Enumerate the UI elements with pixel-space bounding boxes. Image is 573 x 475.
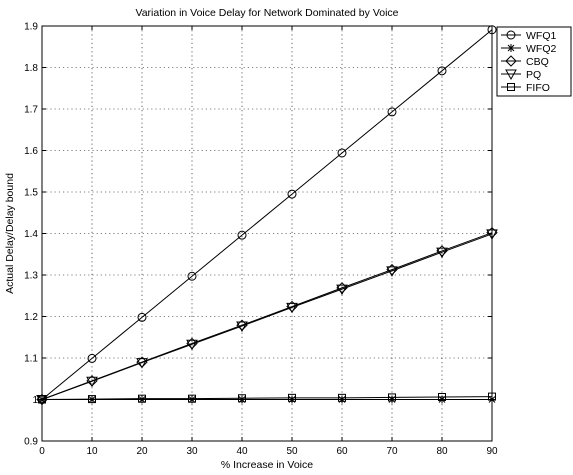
data-point-wfq1 — [487, 25, 497, 35]
y-tick-label: 1.6 — [24, 146, 38, 157]
data-point-wfq1 — [287, 189, 297, 199]
legend-label-wfq2: WFQ2 — [526, 43, 556, 55]
legend-label-cbq: CBQ — [526, 56, 549, 68]
legend-item-wfq2: WFQ2 — [501, 43, 556, 55]
series-pq — [36, 229, 498, 406]
data-point-wfq1 — [87, 353, 97, 363]
legend-marker-wfq1 — [506, 30, 516, 40]
legend-item-pq: PQ — [501, 69, 541, 81]
data-point-pq — [86, 376, 98, 388]
y-tick-label: 1.5 — [24, 188, 38, 199]
data-point-wfq2 — [488, 395, 496, 404]
x-tick-label: 90 — [486, 446, 498, 457]
y-tick-label: 1.7 — [24, 105, 38, 116]
y-tick-label: 1.4 — [24, 229, 38, 240]
x-tick-label: 10 — [86, 446, 98, 457]
legend-item-cbq: CBQ — [501, 55, 549, 68]
y-axis-title: Actual Delay/Delay bound — [4, 173, 16, 294]
y-tick-label: 1 — [32, 395, 38, 406]
series-cbq — [36, 226, 498, 406]
legend-marker-fifo — [507, 83, 515, 91]
data-point-wfq1 — [187, 271, 197, 281]
x-tick-label: 20 — [136, 446, 148, 457]
series-line-wfq1 — [41, 29, 493, 400]
data-point-cbq — [486, 226, 498, 239]
axis-ticks: 0 10 20 30 40 50 60 70 80 90 0.9 1 1.1 1.2 1.3 1.4 1.5 1.… — [24, 22, 498, 458]
x-tick-label: 40 — [236, 446, 248, 457]
legend-label-wfq1: WFQ1 — [526, 30, 556, 42]
data-point-pq — [186, 339, 198, 351]
data-point-wfq2 — [388, 395, 396, 404]
series-fifo — [38, 392, 496, 404]
data-point-wfq2 — [188, 395, 196, 404]
data-point-wfq2 — [338, 395, 346, 404]
legend-marker-pq — [505, 69, 517, 81]
data-point-fifo — [438, 393, 446, 402]
data-point-fifo — [188, 394, 196, 403]
data-point-pq — [236, 321, 248, 333]
data-point-wfq2 — [288, 395, 296, 404]
data-point-wfq1 — [387, 107, 397, 117]
data-point-fifo — [88, 395, 96, 404]
data-point-pq — [136, 358, 148, 369]
x-tick-label: 50 — [286, 446, 298, 457]
y-tick-label: 1.2 — [24, 312, 38, 323]
legend-marker-wfq2 — [507, 44, 515, 52]
x-tick-label: 30 — [186, 446, 198, 457]
data-point-cbq — [386, 263, 398, 276]
data-point-pq — [286, 302, 298, 314]
data-point-wfq1 — [337, 148, 347, 158]
legend-label-fifo: FIFO — [526, 82, 550, 94]
data-point-pq — [336, 284, 348, 296]
data-point-fifo — [38, 395, 46, 404]
data-point-fifo — [138, 394, 146, 403]
series-line-pq — [41, 233, 493, 400]
chart-title: Variation in Voice Delay for Network Dom… — [135, 7, 398, 19]
x-tick-label: 70 — [386, 446, 398, 457]
y-tick-label: 1.8 — [24, 63, 38, 74]
y-tick-label: 1.1 — [24, 354, 38, 365]
data-point-wfq1 — [437, 66, 447, 76]
legend-label-pq: PQ — [526, 69, 541, 81]
data-point-cbq — [336, 282, 348, 294]
legend-marker-cbq — [505, 55, 517, 67]
data-point-fifo — [238, 394, 246, 403]
data-point-wfq2 — [138, 395, 146, 404]
y-tick-label: 1.9 — [24, 22, 38, 33]
y-tick-label: 1.3 — [24, 271, 38, 282]
x-axis-title: % Increase in Voice — [221, 459, 313, 471]
series-line-fifo — [41, 396, 493, 400]
data-point-pq — [436, 247, 448, 259]
legend-item-fifo: FIFO — [501, 82, 550, 94]
x-tick-label: 60 — [336, 446, 348, 457]
data-point-pq — [386, 266, 398, 277]
data-point-wfq1 — [137, 312, 147, 322]
data-point-pq — [486, 229, 498, 240]
data-point-cbq — [436, 245, 448, 257]
legend-item-wfq1: WFQ1 — [501, 30, 556, 42]
data-point-fifo — [338, 393, 346, 402]
data-point-fifo — [388, 393, 396, 402]
data-point-wfq2 — [438, 395, 446, 404]
data-point-fifo — [488, 392, 496, 401]
data-point-fifo — [288, 393, 296, 402]
x-tick-label: 0 — [39, 446, 45, 457]
data-point-wfq2 — [238, 395, 246, 404]
y-tick-label: 0.9 — [24, 437, 38, 448]
series-group — [36, 25, 498, 406]
data-point-wfq1 — [237, 230, 247, 240]
series-wfq1 — [37, 25, 497, 404]
x-tick-label: 80 — [436, 446, 448, 457]
grid — [42, 26, 492, 441]
